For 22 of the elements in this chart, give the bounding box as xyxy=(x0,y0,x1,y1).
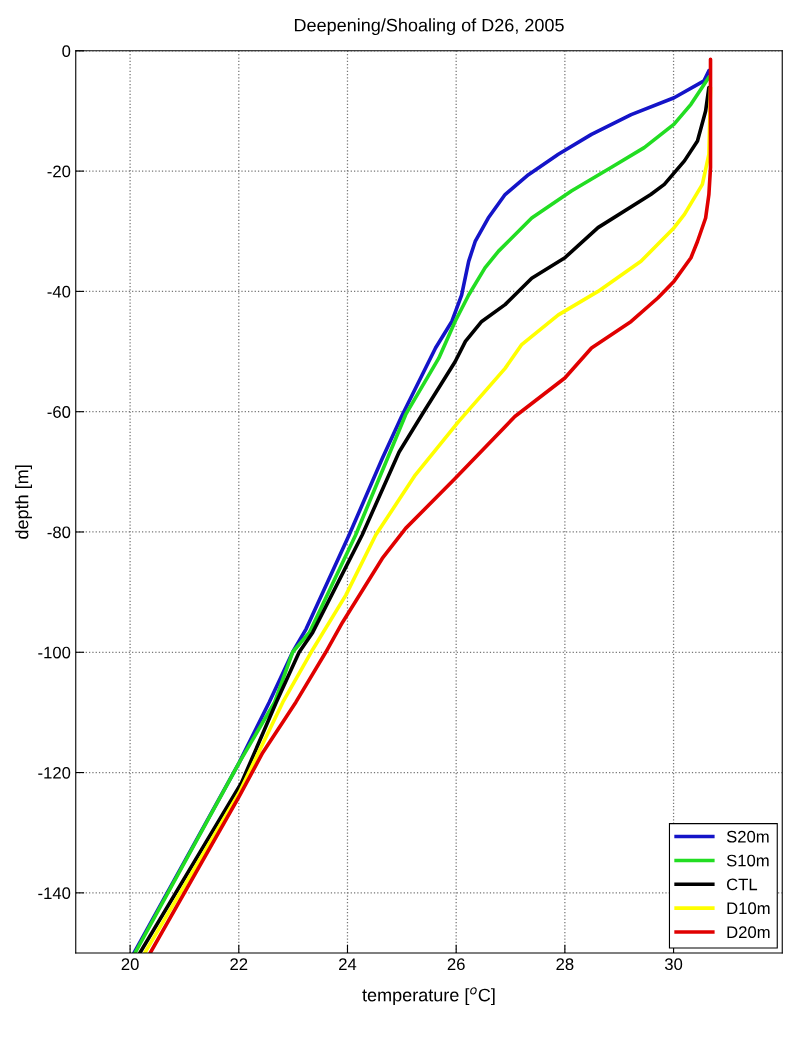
y-axis-title: depth [m] xyxy=(15,465,32,539)
legend-label: S20m xyxy=(726,830,769,843)
y-tick-label: -40 xyxy=(47,285,71,298)
legend-label: S10m xyxy=(726,854,769,867)
x-tick-label: 20 xyxy=(121,958,139,971)
y-tick-label: -140 xyxy=(38,887,71,900)
chart-title: Deepening/Shoaling of D26, 2005 xyxy=(294,18,564,36)
y-tick-label: -80 xyxy=(47,526,71,539)
legend-label: CTL xyxy=(726,878,758,891)
y-tick-label: -100 xyxy=(38,646,71,659)
y-tick-label: -120 xyxy=(38,766,71,779)
y-tick-label: 0 xyxy=(62,45,71,58)
y-tick-label: -20 xyxy=(47,165,71,178)
x-tick-label: 24 xyxy=(339,958,357,970)
y-tick-label: -60 xyxy=(47,406,71,418)
x-tick-label: 22 xyxy=(230,958,248,970)
x-tick-label: 26 xyxy=(447,958,465,971)
x-tick-label: 30 xyxy=(664,958,683,971)
x-axis-title: temperature [$^{o}$C] xyxy=(362,987,495,1006)
legend-label: D20m xyxy=(727,926,770,939)
x-tick-label: 28 xyxy=(556,958,574,971)
legend-label: D10m xyxy=(727,902,770,915)
